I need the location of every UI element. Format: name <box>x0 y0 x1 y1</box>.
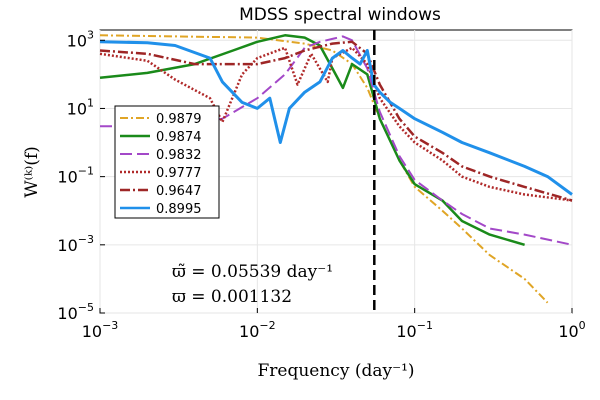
y-tick-label-2: 10−1 <box>57 165 94 187</box>
y-axis-ticks: 10−5 10−3 10−1 101 103 <box>57 28 105 323</box>
legend-box <box>114 105 220 219</box>
series-line-3 <box>99 46 573 202</box>
y-tick-label-3: 101 <box>67 96 94 118</box>
x-tick-label-1: 10−2 <box>239 319 276 341</box>
series-line-0 <box>99 34 549 304</box>
legend-label-4: 0.9647 <box>156 184 202 199</box>
x-tick-label-3: 100 <box>558 319 585 341</box>
series-line-2 <box>100 35 573 246</box>
series-line-1 <box>99 34 525 246</box>
y-tick-label-0: 10−5 <box>57 301 94 323</box>
legend-label-2: 0.9832 <box>156 148 202 163</box>
legend-label-3: 0.9777 <box>156 166 202 181</box>
chart-title: MDSS spectral windows <box>239 5 441 25</box>
legend-label-0: 0.9879 <box>156 112 202 127</box>
annotations: ϖ̃ = 0.05539 day⁻¹ ϖ = 0.001132 <box>172 262 333 307</box>
series-line-5 <box>99 40 573 196</box>
x-tick-label-2: 10−1 <box>396 319 433 341</box>
annotation-varpi: ϖ = 0.001132 <box>172 287 292 307</box>
legend-label-1: 0.9874 <box>156 130 202 145</box>
y-tick-label-4: 103 <box>67 28 94 50</box>
legend-label-5: 0.8995 <box>156 202 202 217</box>
series-layer <box>99 34 573 304</box>
y-tick-label-1: 10−3 <box>57 233 94 255</box>
x-tick-label-0: 10−3 <box>82 319 119 341</box>
y-axis-label: W⁽ᵏ⁾(f) <box>22 146 42 198</box>
x-axis-label: Frequency (day⁻¹) <box>257 361 414 381</box>
annotation-cutoff-frequency: ϖ̃ = 0.05539 day⁻¹ <box>172 262 333 282</box>
legend: 0.9879 0.9874 0.9832 0.9777 0.9647 0.8995 <box>114 105 220 219</box>
x-axis-ticks: 10−3 10−2 10−1 100 <box>82 308 586 341</box>
